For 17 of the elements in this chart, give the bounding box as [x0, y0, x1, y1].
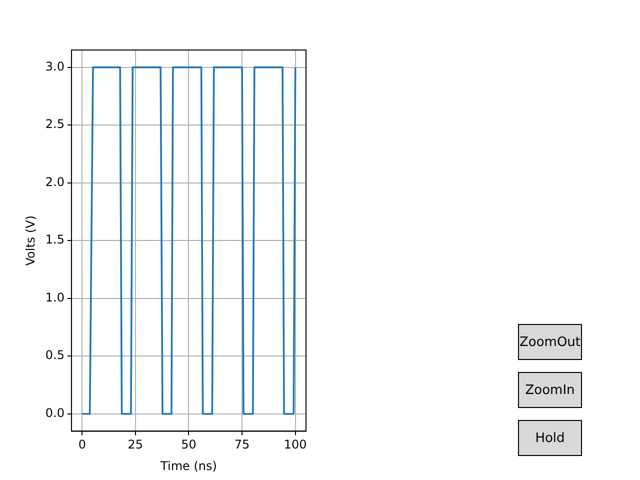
button: ZoomOut	[518, 324, 582, 360]
y-tick-label: 0.0	[45, 406, 64, 420]
y-tick-label: 3.0	[45, 59, 64, 74]
x-axis-title: Time (ns)	[160, 458, 217, 473]
x-tick-label: 25	[128, 438, 144, 452]
y-tick-label: 2.5	[45, 117, 64, 132]
button: Hold	[518, 420, 582, 456]
y-tick-label: 0.5	[45, 348, 64, 362]
y-tick-label: 2.0	[45, 174, 64, 189]
x-tick-label: 50	[181, 438, 196, 452]
x-tick-label: 0	[78, 438, 86, 452]
x-tick-label: 75	[234, 438, 250, 452]
button: ZoomIn	[518, 372, 582, 408]
y-axis-title: Volts (V)	[23, 215, 38, 266]
y-tick-label: 1.5	[45, 232, 64, 247]
y-tick-label: 1.0	[45, 290, 64, 304]
x-tick-label: 100	[284, 438, 307, 452]
